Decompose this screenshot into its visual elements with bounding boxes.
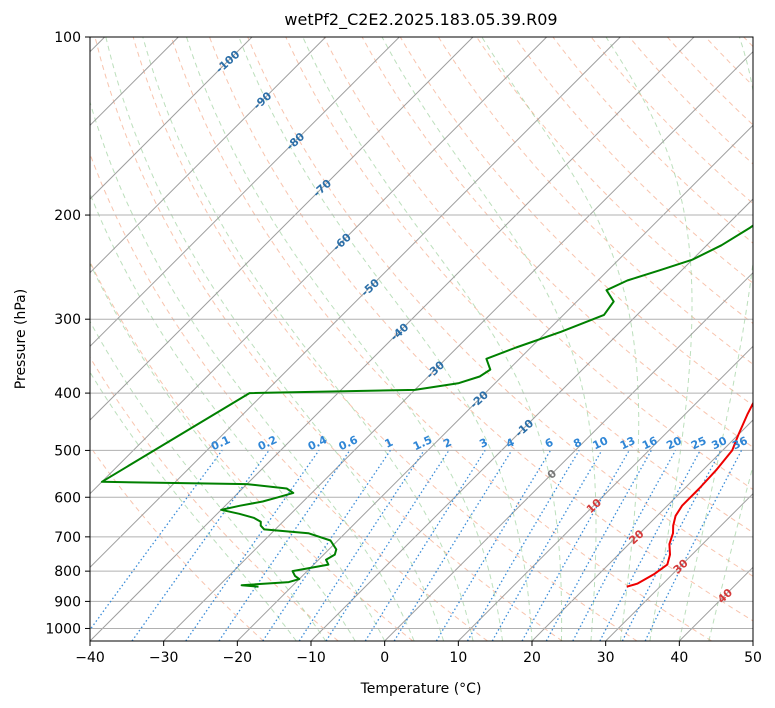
moist-adiabat-line (605, 37, 693, 641)
y-tick-label: 700 (54, 530, 81, 546)
x-tick-label: −40 (75, 650, 105, 666)
x-tick-label: 30 (597, 650, 615, 666)
isotherm-line (531, 419, 753, 641)
dry-adiabat-line (90, 260, 414, 641)
isotherm-line (457, 345, 753, 641)
x-tick-label: 20 (523, 650, 541, 666)
x-tick-label: 40 (670, 650, 688, 666)
axes: −40 −30 −20 −10 0 10 20 30 40 50 100 200 300 400 500 60… (45, 30, 762, 666)
sounding-profiles (100, 224, 753, 588)
moist-adiabat-line (381, 37, 597, 641)
mixing-ratio-label: 16 (640, 434, 660, 452)
moist-adiabat-line (238, 37, 533, 641)
y-tick-label: 600 (54, 490, 81, 506)
mixing-ratio-label: 20 (664, 434, 684, 452)
isotherm-line (384, 271, 753, 641)
mixing-ratio-label: 13 (618, 434, 637, 452)
y-tick-label: 500 (54, 443, 81, 459)
y-tick-label: 200 (54, 208, 81, 224)
dry-adiabat-line (132, 37, 638, 641)
y-tick-label: 1000 (45, 621, 81, 637)
x-tick-label: −30 (149, 650, 179, 666)
mixing-ratio-line (131, 450, 270, 641)
x-axis-label: Temperature (°C) (360, 681, 482, 697)
mixing-ratio-line (185, 450, 320, 641)
moist-adiabat-line (481, 37, 640, 641)
plot-frame (89, 36, 754, 642)
moist-adiabat-line (90, 371, 297, 641)
chart-title: wetPf2_C2E2.2025.183.05.39.R09 (284, 10, 557, 30)
y-tick-label: 800 (54, 564, 81, 580)
dry-adiabat-line (437, 37, 753, 365)
mixing-ratio-line (545, 450, 652, 641)
isotherm-line (90, 37, 695, 641)
isotherm-line (90, 37, 327, 274)
x-tick-label: −10 (296, 650, 326, 666)
mixing-ratio-line (572, 450, 677, 641)
mixing-ratio-label: 10 (591, 434, 611, 452)
moist-adiabat-line (142, 37, 474, 641)
background-lines (90, 37, 753, 641)
moist-adiabat-line (302, 37, 563, 641)
x-tick-label: 0 (380, 650, 389, 666)
moist-adiabat-line (90, 192, 386, 641)
isotherm-line (90, 37, 400, 348)
x-tick-label: −20 (223, 650, 253, 666)
mixing-ratio-line (218, 450, 351, 641)
y-tick-label: 400 (54, 386, 81, 402)
x-tick-label: 10 (449, 650, 467, 666)
x-tick-label: 50 (744, 650, 762, 666)
mixing-ratio-line (325, 450, 450, 641)
isotherm-line (90, 37, 474, 421)
isotherm-line (90, 37, 548, 495)
y-tick-label: 100 (54, 30, 81, 46)
temperature-profile-line (626, 401, 753, 588)
mixing-ratio-line (621, 450, 722, 641)
mixing-ratio-line (90, 450, 223, 631)
y-tick-label: 900 (54, 594, 81, 610)
dewpoint-profile-line (100, 224, 753, 588)
dry-adiabat-line (399, 37, 753, 407)
mixing-ratio-label: 30 (710, 434, 730, 452)
moist-adiabat-line (105, 37, 445, 641)
dry-adiabat-line (247, 37, 753, 577)
isotherm-line (90, 37, 253, 200)
y-axis-label: Pressure (hPa) (13, 289, 29, 389)
dry-adiabat-line (323, 37, 753, 491)
isotherm-line (90, 37, 621, 569)
mixing-ratio-line (298, 450, 425, 641)
dry-adiabat-line (90, 356, 339, 641)
mixing-ratio-line (393, 450, 513, 641)
mixing-ratio-line (521, 450, 630, 641)
isotherm-line (310, 198, 753, 641)
mixing-ratio-label: 25 (689, 434, 708, 452)
mixing-ratio-line (262, 450, 391, 641)
dry-adiabat-line (94, 37, 563, 641)
mixing-ratio-line (644, 450, 743, 641)
dry-adiabat-line (209, 37, 753, 622)
y-tick-label: 300 (54, 312, 81, 328)
moist-adiabat-line (90, 262, 356, 641)
mixing-ratio-label: 36 (730, 434, 750, 452)
isotherm-line (605, 492, 753, 641)
dry-adiabat-line (285, 37, 753, 534)
isotherm-line (163, 50, 753, 641)
